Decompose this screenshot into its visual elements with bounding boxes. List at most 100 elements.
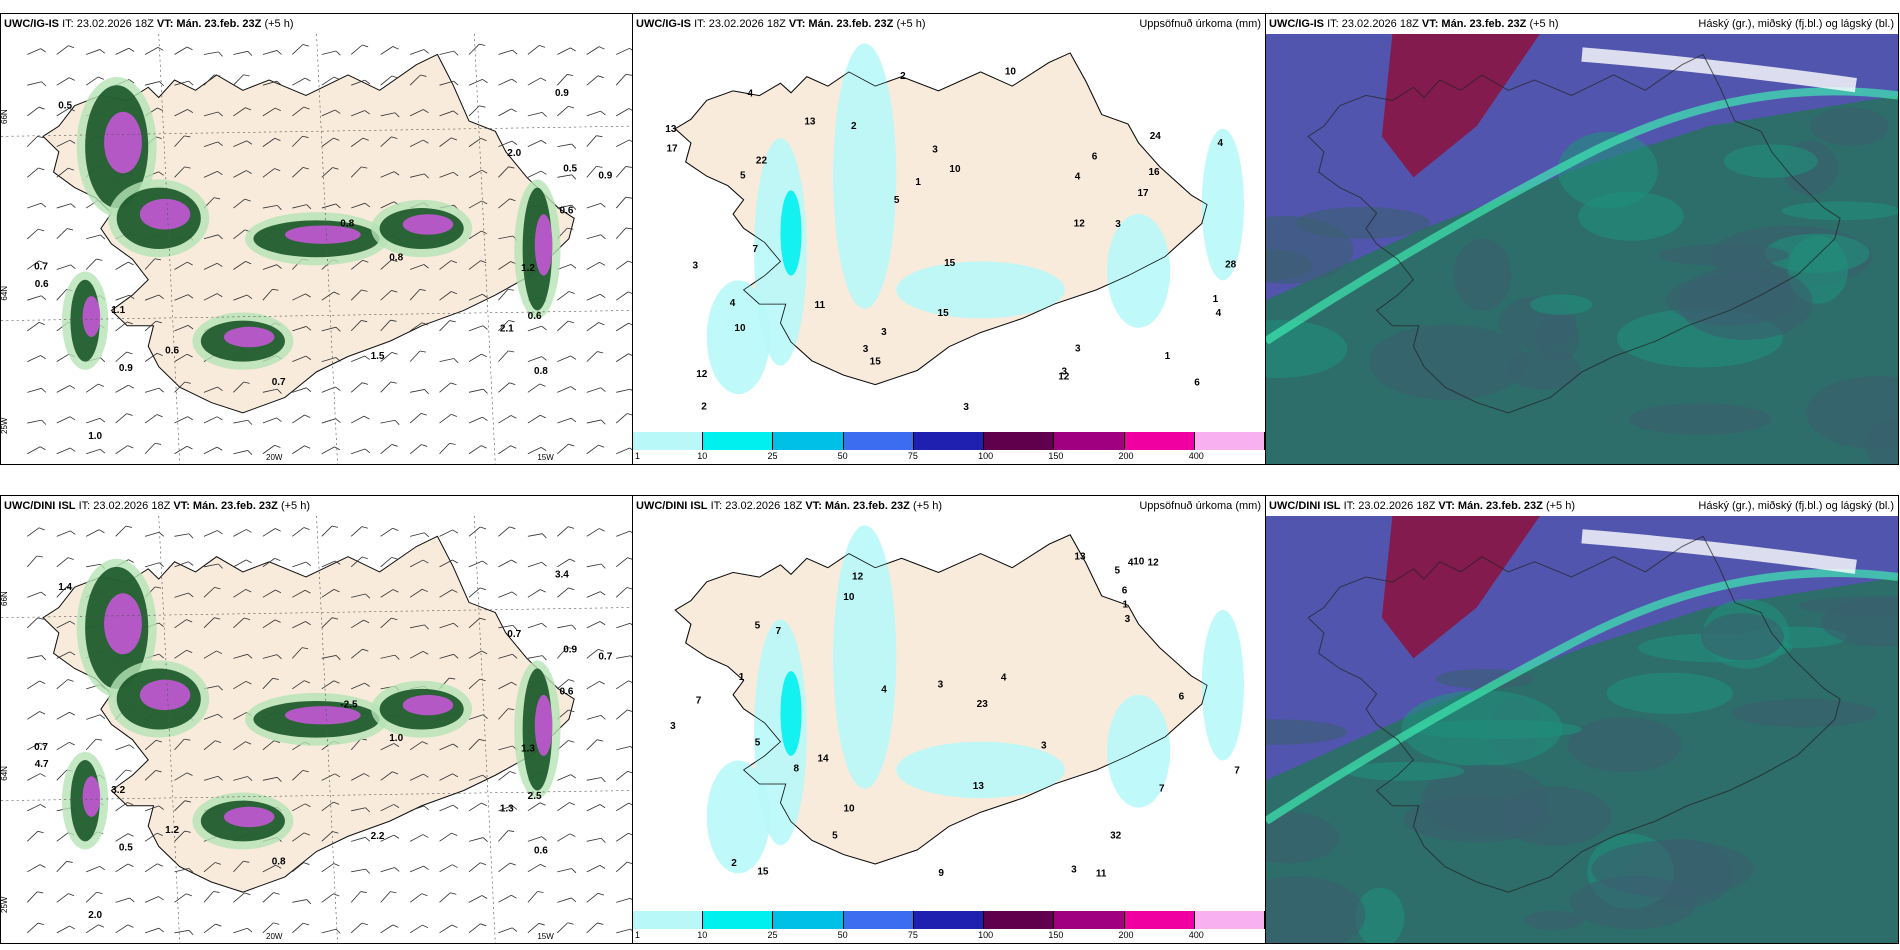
colorbar-swatch [984,432,1055,450]
precip-value-label: 6 [1092,152,1098,163]
precip-value-label: 7 [775,626,781,637]
wind-value-label: 2.0 [88,910,102,921]
axis-label-lon20: 20W [266,453,283,462]
colorbar-tick-label: 400 [1188,930,1204,940]
precip-value-label: 4 [1001,673,1007,684]
colorbar-tick-label: 75 [907,451,918,461]
wind-value-label: -2.5 [340,699,358,710]
precip-value-label: 12 [696,369,708,380]
colorbar-tick-label: 10 [697,930,708,940]
wind-value-label: 1.0 [88,431,102,442]
wind-value-label: 0.9 [563,645,577,656]
precip-value-label: 3 [1041,740,1047,751]
precip-value-label: 4 [1218,138,1224,149]
colorbar-swatch [913,432,985,450]
colorbar-swatch [1124,432,1195,450]
precip-value-label: 32 [1110,831,1122,842]
panel-title: UWC/IG-IS IT: 23.02.2026 18Z VT: Mán. 23… [1,14,632,34]
precip-value-label: 3 [1071,865,1077,876]
precip-value-label: 5 [1115,566,1121,577]
precip-value-label: 10 [1005,67,1017,78]
precip-value-label: 10 [843,592,855,603]
wind-value-label: 1.1 [111,305,125,316]
precip-value-label: 4 [1128,557,1134,568]
precip-value-label: 3 [863,344,869,355]
precip-value-label: 15 [757,867,769,878]
wind-value-label: 2.0 [507,148,521,159]
colorbar-swatch [633,911,704,929]
wind-value-label: 3.4 [555,570,569,581]
precip-value-label: 24 [1150,131,1162,142]
precip-value-label: 15 [870,356,882,367]
colorbar-swatch [773,911,844,929]
panel-title: UWC/IG-IS IT: 23.02.2026 18Z VT: Mán. 23… [1266,14,1898,34]
colorbar-swatch [703,911,774,929]
precip-value-label: 3 [932,145,938,156]
wind-value-label: 3.2 [111,785,125,796]
wind-value-label: 0.7 [34,742,48,753]
precip-value-label: 4 [881,684,887,695]
axis-label-lon20: 20W [266,932,283,941]
axis-label-lon15: 15W [537,932,554,941]
precip-value-label: 13 [973,781,985,792]
precip-value-label: 3 [1125,614,1131,625]
precip-value-label: 4 [1216,308,1222,319]
precip-value-label: 16 [1148,167,1160,178]
precip-value-label: 10 [949,164,961,175]
precip-value-label: 1 [1122,599,1128,610]
precip-value-label: 2 [701,401,707,412]
panel-accum-precip-igis: UWC/IG-IS IT: 23.02.2026 18Z VT: Mán. 23… [632,13,1266,465]
axis-label-lon25: 25W [1,417,9,434]
colorbar-tick-label: 50 [837,451,848,461]
colorbar-swatch [1124,911,1195,929]
wind-value-label: 0.8 [272,857,286,868]
precip-value-label: 12 [1074,218,1086,229]
precip-value-label: 4 [1075,172,1081,183]
precip-value-label: 14 [818,754,830,765]
precip-value-label: 17 [666,144,678,155]
panel-accum-precip-dini: UWC/DINI ISL IT: 23.02.2026 18Z VT: Mán.… [632,495,1266,944]
colorbar-swatch [703,432,774,450]
wind-value-label: 2.1 [500,323,514,334]
wind-value-label: 0.8 [389,253,403,264]
colorbar-tick-label: 200 [1118,930,1134,940]
precip-value-label: 5 [755,738,761,749]
precip-value-label: 15 [944,258,956,269]
precip-value-label: 3 [1115,219,1121,230]
wind-value-label: 0.5 [119,843,133,854]
precip-value-label: 11 [1096,869,1107,880]
precip-value-label: 28 [1225,260,1237,271]
precip-value-label: 7 [696,695,702,706]
map-area: 0.6 0.7 0.8 1.0 0.9 0.6 2.1 0.9 0.8 0.7 0.5 0.9 0.6 0… [1,34,632,464]
colorbar-tick-label: 25 [767,930,778,940]
precip-value-label: 10 [1133,557,1145,568]
precip-value-label: 12 [852,572,864,583]
wind-value-label: 1.3 [500,803,514,814]
panel-clouds-dini: UWC/DINI ISL IT: 23.02.2026 18Z VT: Mán.… [1265,495,1899,944]
precip-value-label: 4 [730,298,736,309]
precip-value-label: 6 [1122,586,1128,597]
precip-value-label: 12 [1148,558,1160,569]
precip-value-label: 5 [832,831,838,842]
axis-label-lat64: 64N [1,766,9,781]
panel-title: UWC/DINI ISL IT: 23.02.2026 18Z VT: Mán.… [1266,496,1898,516]
panel-title: UWC/DINI ISL IT: 23.02.2026 18Z VT: Mán.… [1,496,632,516]
precip-value-label: 2 [731,858,737,869]
precip-value-label: 22 [756,156,768,167]
precip-value-label: 17 [1137,188,1149,199]
precip-value-label: 9 [938,868,944,879]
wind-value-label: 0.7 [34,261,48,272]
precip-value-label: 3 [938,680,944,691]
colorbar-tick-label: 25 [767,451,778,461]
map-area: 1 3 7 13 23 14 13 10 12 7 5 4 3 10 11 7 8 5 32 12 4 6 3 5 4 7 15 9 1… [633,516,1265,911]
panel-wind-precip-igis: UWC/IG-IS IT: 23.02.2026 18Z VT: Mán. 23… [0,13,633,465]
precip-value-label: 5 [755,621,761,632]
precip-value-label: 10 [843,804,855,815]
wind-value-label: 0.8 [340,219,354,230]
colorbar-tick-label: 1 [635,451,641,461]
precip-value-label: 23 [977,699,989,710]
wind-value-label: 0.7 [272,377,286,388]
colorbar-tick-label: 1 [635,930,641,940]
precip-value-label: 7 [753,244,759,255]
precip-value-label: 11 [815,300,826,311]
